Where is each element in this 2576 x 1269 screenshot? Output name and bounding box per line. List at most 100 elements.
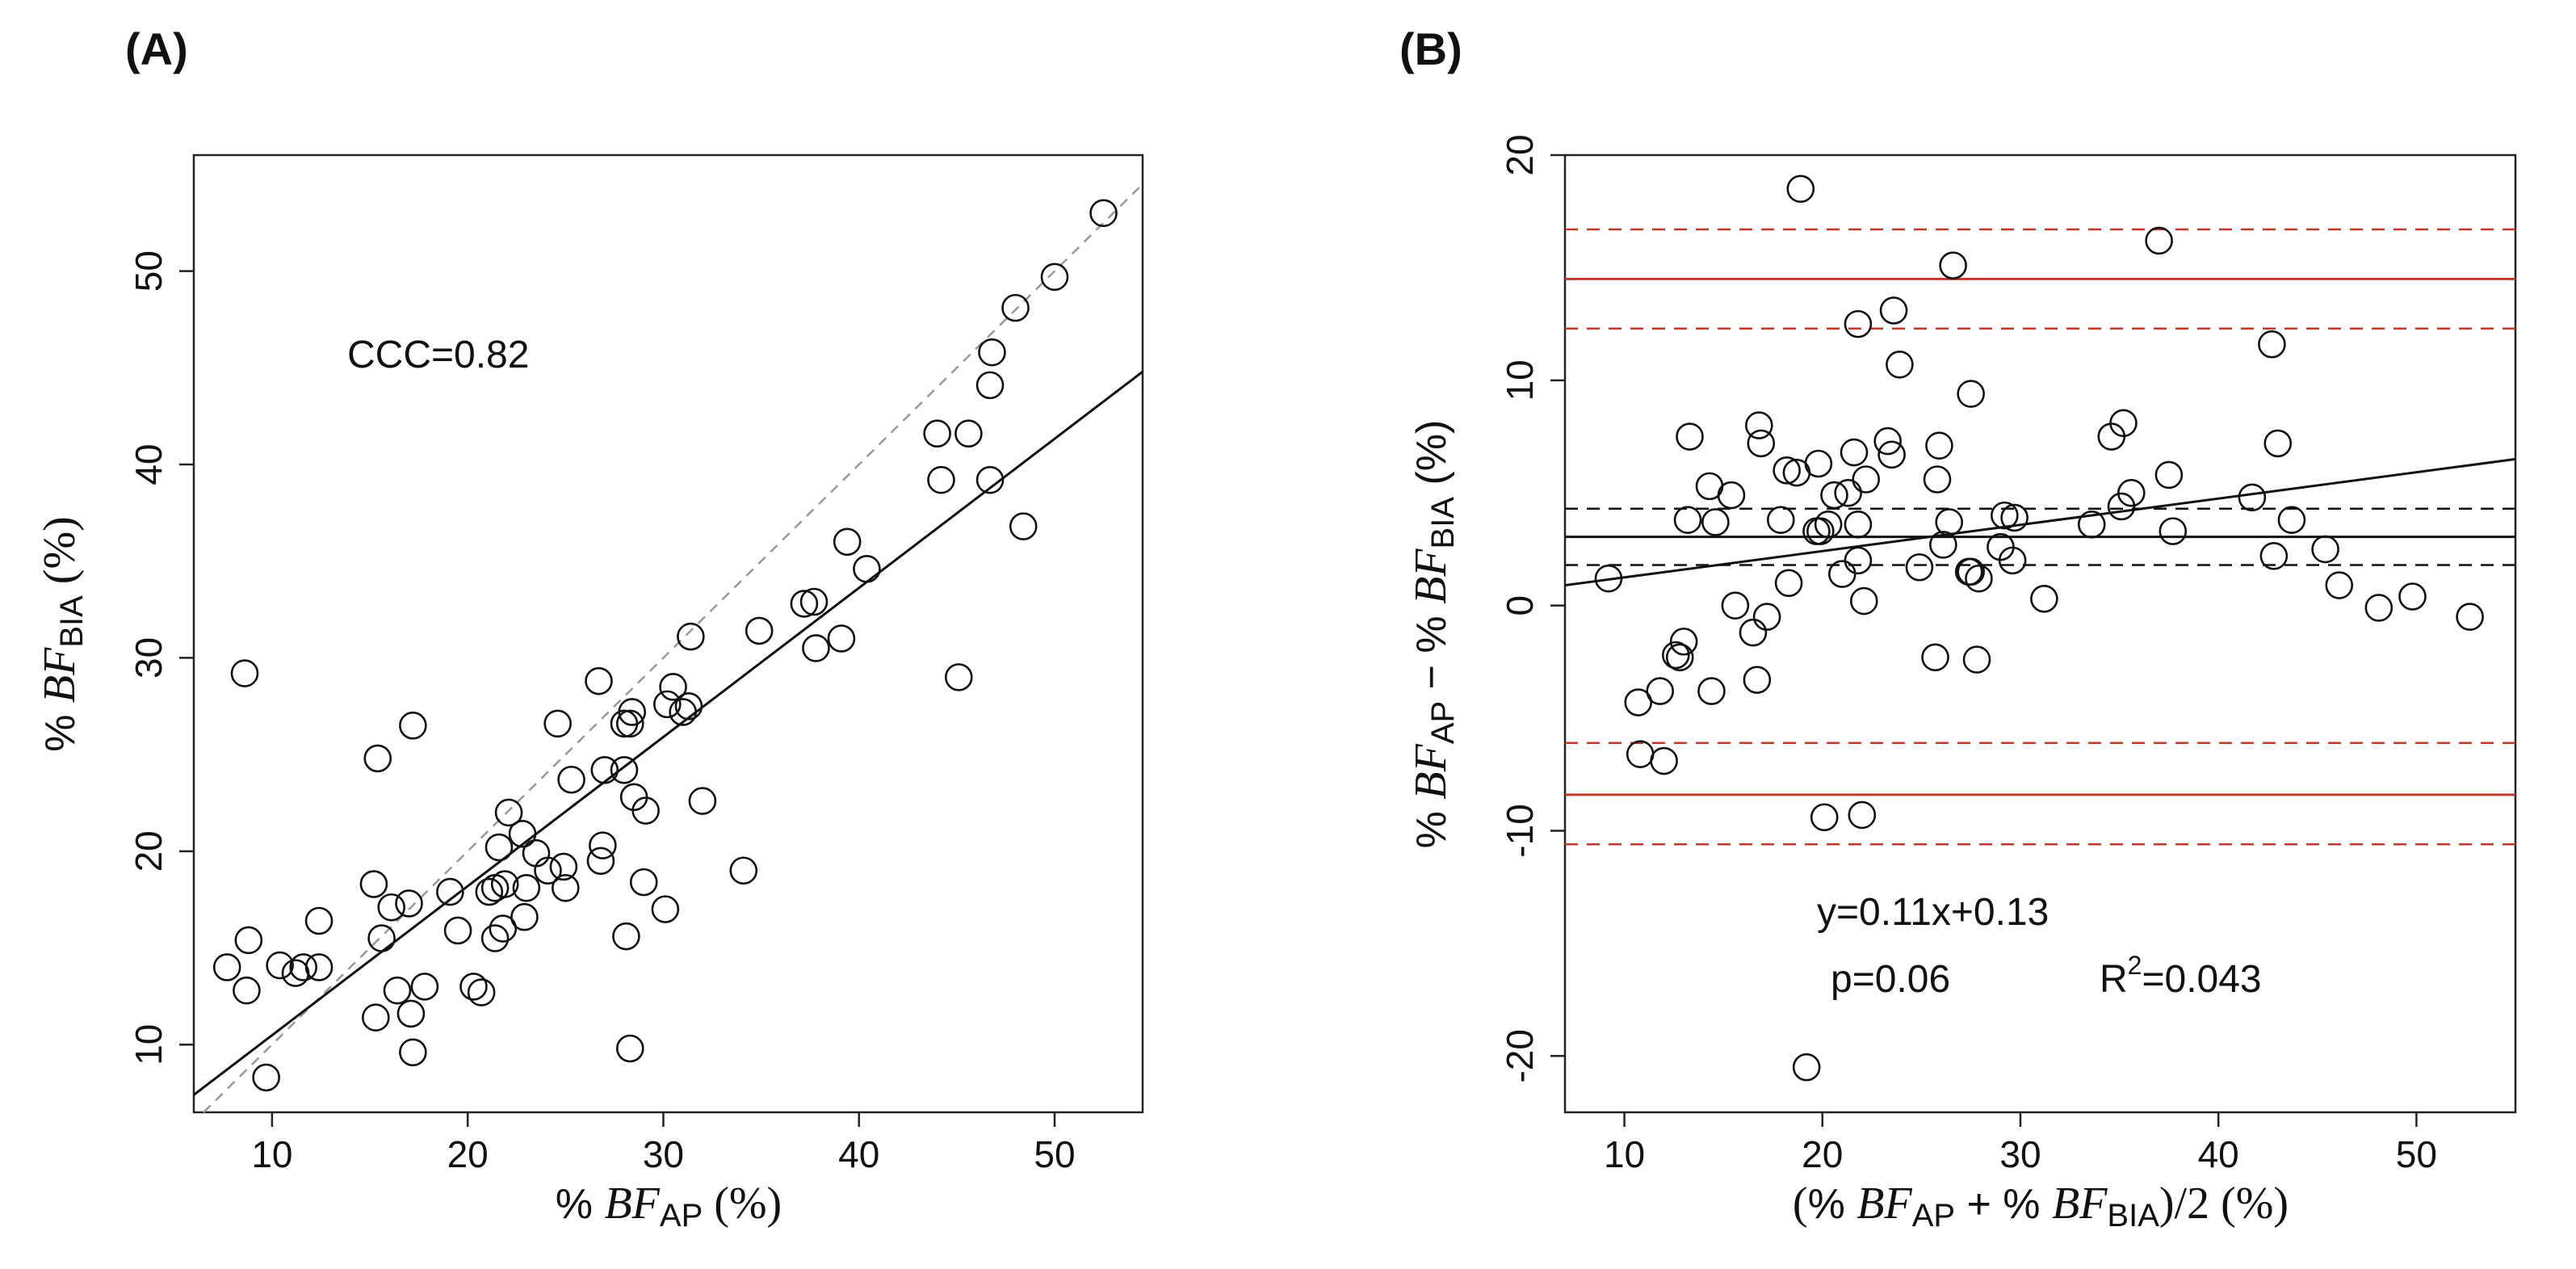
- r2-prefix: R: [2100, 958, 2128, 1001]
- points-a: [212, 199, 1118, 1092]
- r2-value: =0.043: [2142, 958, 2261, 1001]
- y-axis-title-a: % BFBIA (%): [35, 516, 90, 752]
- x-tick-label: 20: [447, 1133, 489, 1175]
- data-point: [629, 868, 658, 897]
- data-point: [1957, 380, 1985, 408]
- data-point: [799, 587, 829, 616]
- data-point: [1739, 618, 1768, 647]
- x-title-a-sub: AP: [660, 1198, 703, 1233]
- plot-frame-a: [192, 153, 1144, 1114]
- data-point: [610, 709, 639, 738]
- x-tick-label: 10: [1604, 1133, 1645, 1175]
- data-point: [2154, 460, 2184, 490]
- data-point: [1849, 586, 1878, 616]
- data-point: [1665, 643, 1694, 672]
- data-point: [399, 711, 427, 740]
- data-point: [1965, 564, 1993, 593]
- data-point: [1697, 677, 1726, 705]
- data-point: [1923, 465, 1952, 494]
- data-point: [1673, 506, 1702, 534]
- x-title-b-var1: BF: [1856, 1179, 1912, 1229]
- data-point: [590, 755, 619, 784]
- data-point: [396, 999, 426, 1028]
- data-point: [2398, 582, 2427, 611]
- data-point: [443, 916, 472, 945]
- data-point: [585, 666, 613, 695]
- data-point: [802, 634, 830, 662]
- data-point: [853, 555, 881, 583]
- lines-b: [1564, 228, 2516, 846]
- data-point: [557, 765, 585, 794]
- data-point: [975, 465, 1005, 494]
- data-point: [494, 798, 523, 827]
- data-point: [1786, 174, 1815, 204]
- data-point: [2325, 571, 2354, 599]
- y-ticks-a: 10 20 30 40 50: [128, 250, 194, 1065]
- data-point: [552, 874, 580, 902]
- data-point: [1806, 517, 1835, 545]
- data-point: [615, 709, 644, 738]
- regression-line-b: [1564, 457, 2516, 587]
- x-axis-title-b: (% BFAP + % BFBIA)/2 (%): [1793, 1179, 2289, 1233]
- data-point: [485, 833, 514, 862]
- y-title-b-var1: BF: [1406, 743, 1456, 799]
- y-title-a-sub: BIA: [54, 595, 90, 648]
- data-point: [1626, 740, 1655, 768]
- panel-label-a: (A): [125, 23, 188, 74]
- data-point: [615, 1034, 644, 1063]
- data-point: [1991, 501, 2019, 530]
- data-point: [233, 976, 261, 1005]
- data-point: [549, 852, 578, 881]
- data-point: [833, 527, 862, 557]
- data-point: [1844, 546, 1873, 575]
- data-point: [1804, 449, 1833, 478]
- data-point: [1886, 351, 1914, 379]
- x-tick-label: 10: [251, 1133, 292, 1175]
- data-point: [395, 889, 423, 918]
- data-point: [252, 1063, 280, 1092]
- r2-exponent: 2: [2128, 951, 2142, 980]
- data-point: [2145, 226, 2173, 255]
- data-point: [1766, 506, 1795, 534]
- data-point: [790, 590, 819, 618]
- data-point: [399, 1038, 427, 1067]
- data-point: [1040, 263, 1069, 292]
- data-point: [410, 973, 439, 1001]
- data-point: [1998, 546, 2027, 575]
- data-point: [1848, 800, 1877, 830]
- data-point: [467, 978, 496, 1006]
- y-title-a-var: BF: [35, 647, 85, 703]
- data-point: [359, 870, 388, 898]
- data-point: [975, 371, 1005, 400]
- x-ticks-a: 10 20 30 40 50: [251, 1112, 1076, 1175]
- data-point: [490, 870, 519, 898]
- x-title-a-suffix: (%): [714, 1179, 782, 1229]
- y-tick-label: 10: [128, 1024, 170, 1065]
- x-axis-title-a: % BFAP (%): [556, 1179, 782, 1233]
- data-point: [2456, 603, 2484, 631]
- data-point: [659, 673, 687, 701]
- data-point: [2159, 517, 2188, 545]
- y-tick-label: -10: [1499, 804, 1541, 857]
- data-point: [367, 924, 396, 952]
- x-tick-label: 50: [1034, 1133, 1075, 1175]
- data-point: [522, 838, 551, 868]
- data-point: [1873, 427, 1902, 456]
- data-point: [508, 819, 537, 848]
- data-point: [1743, 666, 1772, 694]
- identity-line: [203, 183, 1143, 1113]
- data-point: [489, 914, 518, 943]
- data-point: [1814, 510, 1843, 539]
- data-point: [2117, 478, 2146, 507]
- data-point: [1009, 512, 1038, 540]
- y-title-a-prefix: %: [37, 703, 84, 752]
- y-title-b-sub2: BIA: [1425, 497, 1461, 549]
- data-point: [2258, 330, 2286, 359]
- data-point: [1676, 422, 1704, 451]
- data-point: [954, 419, 983, 448]
- data-point: [1921, 643, 1949, 672]
- data-point: [2263, 429, 2293, 458]
- x-tick-label: 30: [643, 1133, 684, 1175]
